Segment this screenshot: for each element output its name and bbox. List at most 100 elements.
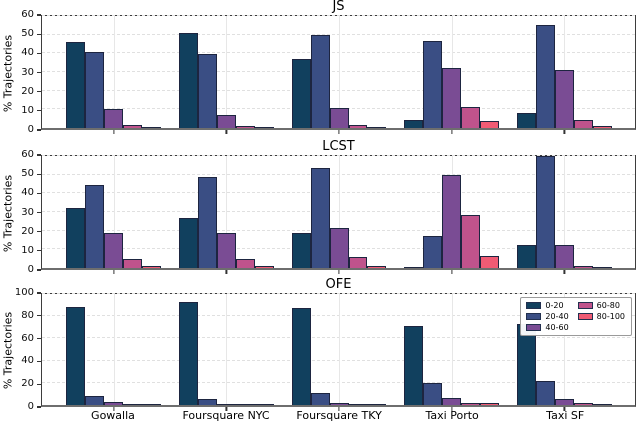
x-tick-mark: [338, 270, 340, 274]
bar-lcst-foursquare-tky-60-80: [348, 256, 368, 268]
bar-js-taxi-sf-20-40: [536, 25, 555, 128]
bar-lcst-gowalla-20-40: [85, 184, 105, 268]
legend: 0-20 20-40 40-60 60-80: [520, 297, 632, 336]
legend-item-60-80: 60-80: [577, 301, 625, 310]
bar-ofe-foursquare-nyc-60-80: [235, 404, 255, 405]
x-tick-mark: [563, 270, 566, 274]
x-tick-mark: [225, 407, 228, 411]
bar-lcst-foursquare-nyc-60-80: [235, 258, 255, 268]
h-gridline: [42, 71, 635, 72]
bar-series: [42, 294, 635, 405]
y-tick-mark: [37, 110, 41, 112]
v-gridline: [339, 16, 341, 128]
bar-js-foursquare-tky-0-20: [291, 58, 311, 128]
bar-ofe-taxi-porto-60-80: [461, 403, 481, 405]
h-gridline: [42, 293, 635, 294]
v-gridline: [339, 294, 341, 405]
y-tick-label: 60: [21, 332, 34, 344]
bar-js-taxi-porto-40-60: [442, 68, 462, 128]
bar-ofe-foursquare-nyc-20-40: [198, 398, 217, 405]
bar-ofe-foursquare-nyc-0-20: [179, 301, 199, 405]
y-tick-mark: [37, 406, 41, 408]
y-tick-mark: [37, 192, 41, 194]
bar-ofe-foursquare-tky-40-60: [329, 402, 349, 405]
bar-ofe-taxi-porto-80-100: [480, 403, 500, 405]
v-gridline: [113, 294, 115, 405]
bar-lcst-foursquare-nyc-20-40: [198, 177, 217, 268]
y-tick-label: 0: [27, 401, 34, 412]
bar-lcst-gowalla-60-80: [123, 258, 143, 268]
legend-swatch-0-20: [526, 302, 542, 309]
bar-ofe-taxi-sf-60-80: [573, 403, 593, 405]
bar-lcst-foursquare-nyc-40-60: [216, 232, 236, 268]
bar-series: [42, 156, 635, 268]
y-tick-mark: [37, 91, 41, 93]
bar-js-foursquare-tky-60-80: [348, 125, 368, 128]
bar-lcst-taxi-sf-60-80: [573, 266, 593, 268]
y-tick-label: 0: [27, 264, 34, 275]
bar-ofe-foursquare-tky-60-80: [348, 404, 368, 405]
h-gridline: [42, 89, 635, 91]
v-gridline: [226, 156, 228, 268]
h-gridline: [42, 381, 635, 383]
legend-label: 0-20: [545, 301, 564, 310]
v-gridline: [451, 294, 453, 405]
bar-lcst-foursquare-tky-40-60: [329, 227, 349, 268]
y-tick-label: 50: [21, 28, 34, 40]
y-tick-mark: [37, 338, 41, 340]
y-tick-label: 50: [21, 168, 34, 180]
h-gridline: [42, 155, 635, 156]
bar-lcst-taxi-sf-20-40: [536, 156, 555, 268]
y-axis-ticks: 0 10 20 30 40 50 60: [0, 149, 41, 275]
x-tick-mark: [113, 407, 115, 411]
y-tick-mark: [37, 269, 41, 271]
bar-js-foursquare-nyc-40-60: [216, 114, 236, 128]
h-gridline: [42, 173, 635, 175]
y-tick-mark: [37, 33, 41, 35]
bar-ofe-taxi-porto-40-60: [442, 398, 462, 405]
bar-lcst-taxi-porto-60-80: [461, 214, 481, 268]
y-tick-mark: [37, 14, 41, 16]
bar-js-taxi-sf-0-20: [517, 113, 537, 128]
y-axis-ticks: 0 10 20 30 40 50 60: [0, 9, 41, 135]
bar-js-taxi-porto-60-80: [461, 106, 481, 128]
bar-js-foursquare-nyc-60-80: [235, 125, 255, 128]
x-axis-label-foursquare-tky: Foursquare TKY: [296, 409, 382, 422]
bar-ofe-gowalla-0-20: [66, 307, 86, 405]
bar-lcst-gowalla-0-20: [66, 208, 86, 268]
x-axis-labels: Gowalla Foursquare NYC Foursquare TKY Taxi …: [41, 408, 636, 423]
bar-js-taxi-sf-60-80: [573, 119, 593, 128]
bar-lcst-foursquare-tky-0-20: [291, 233, 311, 268]
y-tick-label: 30: [21, 206, 34, 218]
bar-ofe-foursquare-tky-0-20: [291, 308, 311, 405]
h-gridline: [42, 211, 635, 212]
x-axis-label-gowalla: Gowalla: [91, 409, 135, 422]
subplot-ofe: OFE % Trajectories 0 20 40 60 80 100 0-20 20-…: [0, 277, 640, 412]
h-gridline: [42, 33, 635, 35]
x-tick-mark: [225, 130, 228, 134]
gridlines: [42, 293, 635, 411]
y-tick-mark: [37, 173, 41, 175]
bar-lcst-taxi-porto-20-40: [423, 236, 443, 268]
y-tick-mark: [37, 52, 41, 54]
legend-swatch-20-40: [526, 313, 542, 320]
h-gridline: [42, 52, 635, 54]
v-gridline: [564, 156, 566, 268]
bar-ofe-taxi-porto-0-20: [404, 326, 424, 405]
y-tick-label: 60: [21, 9, 34, 20]
y-tick-mark: [37, 315, 41, 317]
h-gridline: [42, 337, 635, 339]
x-tick-mark: [451, 130, 453, 134]
bar-ofe-taxi-sf-20-40: [536, 380, 555, 405]
y-axis-ticks: 0 20 40 60 80 100: [0, 287, 41, 412]
legend-item-0-20: 0-20: [526, 301, 568, 310]
bar-ofe-taxi-sf-80-100: [592, 404, 612, 405]
bar-ofe-gowalla-20-40: [85, 395, 105, 405]
bar-ofe-taxi-sf-40-60: [554, 398, 574, 405]
bar-ofe-gowalla-40-60: [104, 402, 124, 405]
y-tick-label: 30: [21, 66, 34, 78]
y-tick-label: 0: [27, 124, 34, 135]
bar-lcst-taxi-sf-80-100: [592, 267, 612, 268]
bar-ofe-gowalla-80-100: [142, 404, 162, 405]
bar-lcst-taxi-porto-40-60: [442, 174, 462, 268]
